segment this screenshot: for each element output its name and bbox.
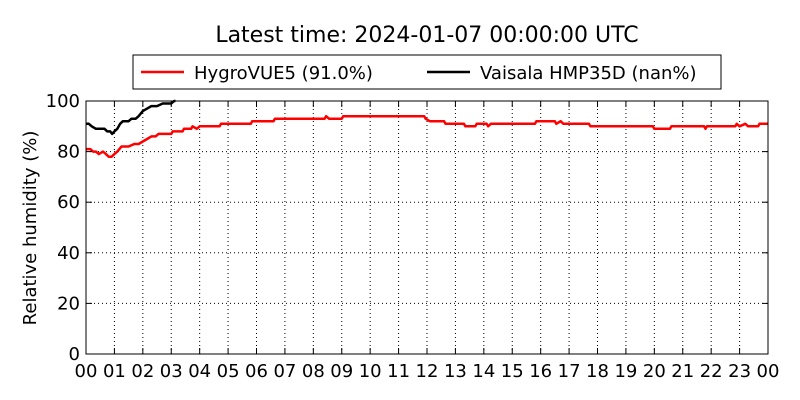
y-tick-label: 100 xyxy=(46,91,80,112)
x-tick-label: 08 xyxy=(302,361,325,382)
series-line-0 xyxy=(86,114,768,158)
x-tick-label: 00 xyxy=(75,361,98,382)
x-tick-label: 12 xyxy=(416,361,439,382)
series-layer xyxy=(86,99,768,158)
chart-title: Latest time: 2024-01-07 00:00:00 UTC xyxy=(215,23,638,48)
x-tick-label: 22 xyxy=(700,361,723,382)
series-line-1 xyxy=(86,99,176,136)
grid-lines xyxy=(86,101,768,354)
y-tick-label: 80 xyxy=(57,142,80,163)
x-tick-label: 01 xyxy=(103,361,126,382)
x-tick-label: 19 xyxy=(614,361,637,382)
x-tick-label: 13 xyxy=(444,361,467,382)
y-axis-label: Relative humidity (%) xyxy=(20,131,41,326)
legend-label-vaisala: Vaisala HMP35D (nan%) xyxy=(480,63,697,84)
legend-label-hygrovue5: HygroVUE5 (91.0%) xyxy=(194,63,373,84)
y-tick-label: 20 xyxy=(57,293,80,314)
plot-frame xyxy=(85,100,769,355)
x-tick-label: 18 xyxy=(586,361,609,382)
y-tick-label: 0 xyxy=(69,344,80,365)
x-tick-label: 16 xyxy=(529,361,552,382)
x-tick-label: 23 xyxy=(728,361,751,382)
x-tick-label: 05 xyxy=(217,361,240,382)
x-tick-label: 07 xyxy=(273,361,296,382)
x-tick-label: 09 xyxy=(330,361,353,382)
y-tick-label: 60 xyxy=(57,192,80,213)
axis-ticks xyxy=(85,100,769,355)
x-tick-label: 20 xyxy=(643,361,666,382)
x-tick-label: 10 xyxy=(359,361,382,382)
x-tick-label: 00 xyxy=(757,361,780,382)
x-tick-label: 17 xyxy=(558,361,581,382)
x-tick-label: 03 xyxy=(160,361,183,382)
x-tick-label: 06 xyxy=(245,361,268,382)
x-tick-label: 15 xyxy=(501,361,524,382)
x-tick-label: 04 xyxy=(188,361,211,382)
x-tick-label: 11 xyxy=(387,361,410,382)
chart-legend: HygroVUE5 (91.0%) Vaisala HMP35D (nan%) xyxy=(132,54,722,90)
x-tick-label: 02 xyxy=(131,361,154,382)
y-tick-label: 40 xyxy=(57,243,80,264)
x-tick-label: 21 xyxy=(671,361,694,382)
x-tick-label: 14 xyxy=(472,361,495,382)
axis-tick-labels: 00 01 02 03 04 05 06 07 08 09 10 11 12 13 14 15 16 17 18 19… xyxy=(46,91,780,382)
